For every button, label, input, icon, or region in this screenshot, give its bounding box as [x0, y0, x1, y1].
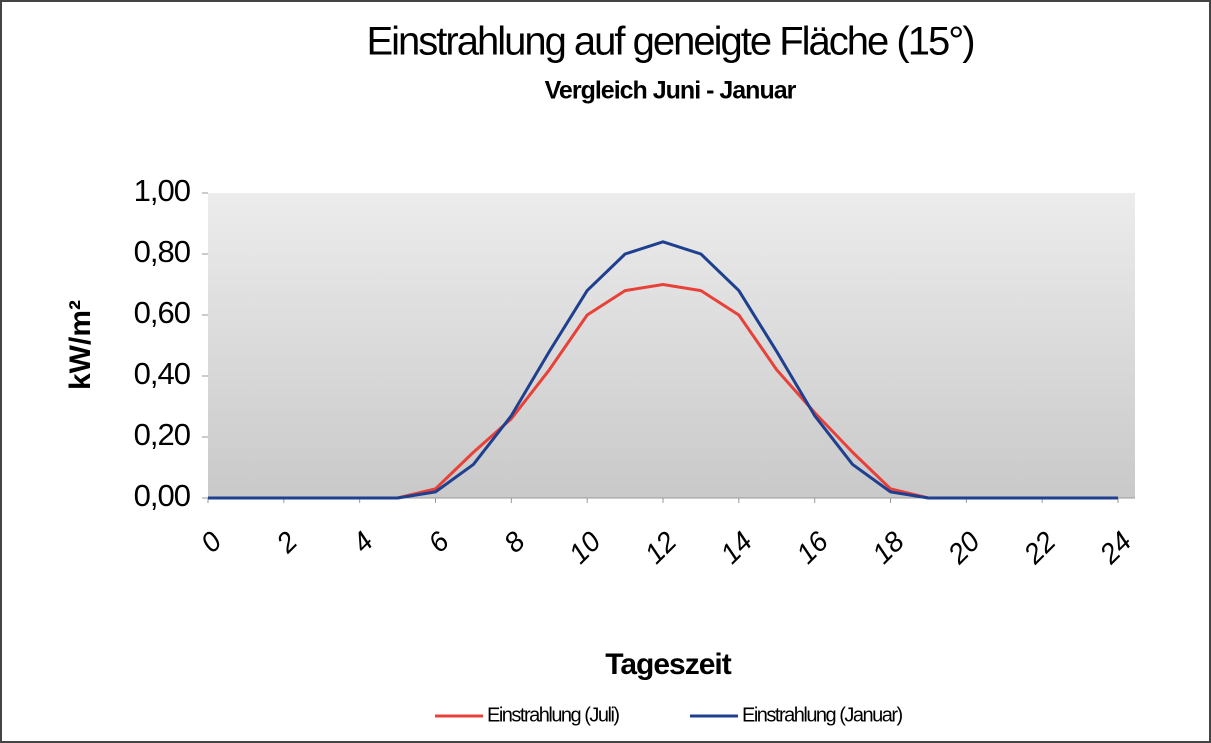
chart-subtitle: Vergleich Juni - Januar	[545, 77, 797, 105]
y-axis-label: kW/m²	[64, 300, 97, 390]
y-tick-label: 0,60	[134, 295, 191, 330]
legend-label: Einstrahlung (Juli)	[487, 704, 619, 726]
legend-label: Einstrahlung (Januar)	[742, 704, 903, 726]
y-tick-label: 0,00	[134, 478, 191, 513]
x-axis-label: Tageszeit	[605, 648, 731, 681]
series-line	[208, 240, 1118, 500]
y-tick-label: 0,20	[134, 417, 191, 452]
chart-title: Einstrahlung auf geneigte Fläche (15°)	[366, 20, 973, 64]
y-tick-label: 1,00	[134, 173, 191, 208]
y-tick-label: 0,80	[134, 234, 191, 269]
plot-area	[208, 193, 1135, 498]
y-tick-label: 0,40	[134, 356, 191, 391]
